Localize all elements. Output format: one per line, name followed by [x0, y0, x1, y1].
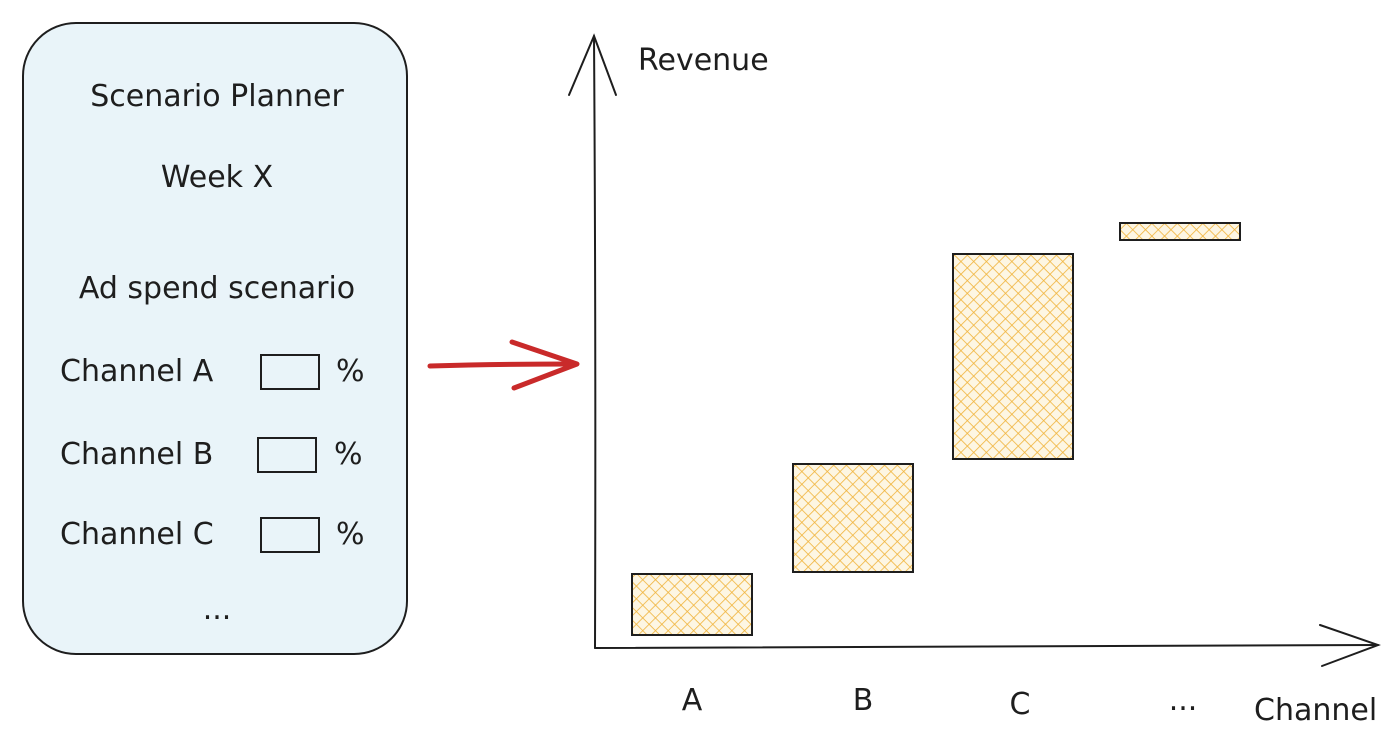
- category-label-b: B: [853, 683, 874, 718]
- category-label-c: C: [1010, 687, 1031, 722]
- y-axis: [568, 33, 617, 649]
- week-label: Week X: [160, 160, 274, 195]
- waterfall-bar-b: [792, 463, 914, 573]
- channel-c-input[interactable]: [260, 517, 320, 553]
- channel-b-percent: %: [334, 437, 363, 472]
- scenario-label: Ad spend scenario: [78, 271, 356, 306]
- channel-b-label: Channel B: [60, 437, 214, 472]
- x-axis: [594, 624, 1381, 667]
- category-label-more: ...: [1169, 683, 1198, 718]
- y-axis-label: Revenue: [638, 43, 769, 78]
- x-axis-label: Channel: [1254, 693, 1377, 728]
- channel-c-label: Channel C: [60, 517, 214, 552]
- channel-a-label: Channel A: [60, 354, 214, 389]
- panel-title: Scenario Planner: [90, 79, 344, 114]
- waterfall-bar-a: [631, 573, 753, 636]
- waterfall-bar-more: [1119, 222, 1241, 241]
- channel-c-percent: %: [336, 517, 365, 552]
- waterfall-bar-c: [952, 253, 1074, 460]
- channel-b-input[interactable]: [257, 437, 317, 473]
- category-label-a: A: [682, 683, 703, 718]
- channel-a-input[interactable]: [260, 354, 320, 390]
- flow-arrow: [427, 339, 580, 391]
- more-channels-ellipsis: ...: [202, 592, 232, 627]
- scenario-planner-panel: Scenario Planner Week X Ad spend scenari…: [22, 22, 408, 655]
- channel-a-percent: %: [336, 354, 365, 389]
